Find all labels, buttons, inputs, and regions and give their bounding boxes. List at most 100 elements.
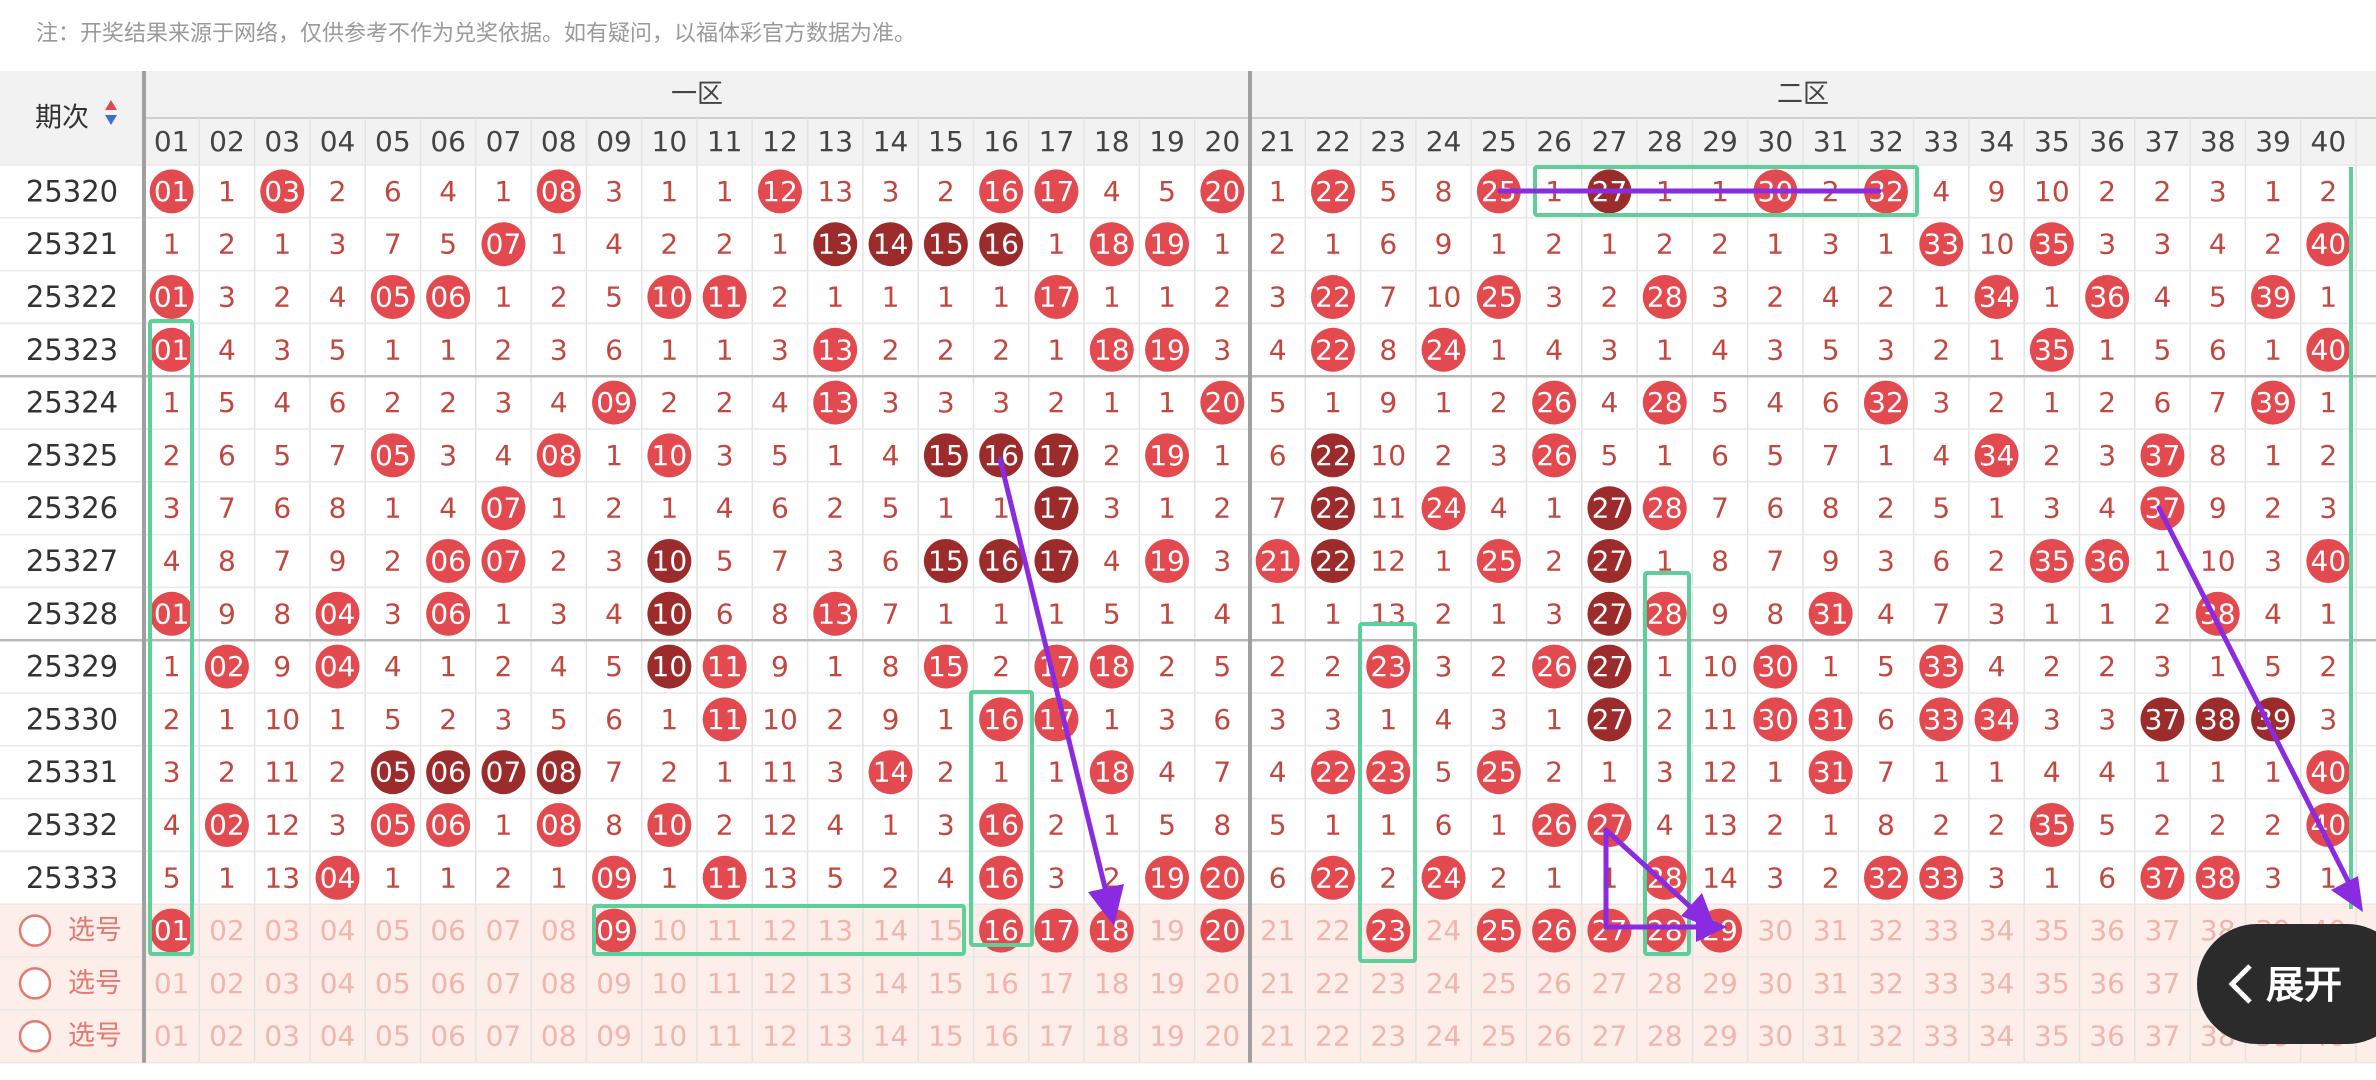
select-number[interactable]: 02 <box>209 967 245 1000</box>
select-number[interactable]: 06 <box>430 914 466 947</box>
select-number[interactable]: 24 <box>1426 1020 1462 1053</box>
select-number[interactable]: 32 <box>1868 1020 1904 1053</box>
select-number[interactable]: 04 <box>320 1020 356 1053</box>
select-number[interactable]: 37 <box>2145 914 2181 947</box>
select-number[interactable]: 20 <box>1205 967 1241 1000</box>
select-number[interactable]: 17 <box>1039 967 1075 1000</box>
selected-ball[interactable] <box>1587 908 1632 953</box>
select-number[interactable]: 18 <box>1094 967 1130 1000</box>
select-number[interactable]: 10 <box>652 967 688 1000</box>
select-number[interactable]: 08 <box>541 1020 577 1053</box>
selected-ball[interactable] <box>149 908 194 953</box>
select-number[interactable]: 17 <box>1039 1020 1075 1053</box>
select-number[interactable]: 04 <box>320 967 356 1000</box>
select-number[interactable]: 26 <box>1536 914 1572 947</box>
select-number[interactable]: 01 <box>154 967 190 1000</box>
select-number[interactable]: 28 <box>1647 914 1683 947</box>
expand-label[interactable]: 展开 <box>2266 963 2342 1007</box>
select-number[interactable]: 07 <box>486 1020 522 1053</box>
select-number[interactable]: 11 <box>707 967 743 1000</box>
select-number[interactable]: 33 <box>1923 967 1959 1000</box>
select-number[interactable]: 21 <box>1260 967 1296 1000</box>
select-number[interactable]: 20 <box>1205 914 1241 947</box>
select-number[interactable]: 30 <box>1758 1020 1794 1053</box>
select-number[interactable]: 26 <box>1536 1020 1572 1053</box>
selected-ball[interactable] <box>1642 908 1687 953</box>
select-number[interactable]: 31 <box>1813 1020 1849 1053</box>
select-number[interactable]: 29 <box>1702 1020 1738 1053</box>
select-number[interactable]: 26 <box>1536 967 1572 1000</box>
select-number[interactable]: 16 <box>983 1020 1019 1053</box>
select-number[interactable]: 16 <box>983 967 1019 1000</box>
select-number[interactable]: 27 <box>1592 914 1628 947</box>
select-number[interactable]: 14 <box>873 914 909 947</box>
select-number[interactable]: 24 <box>1426 967 1462 1000</box>
select-number[interactable]: 21 <box>1260 914 1296 947</box>
select-number[interactable]: 09 <box>596 967 632 1000</box>
select-label[interactable]: 选号 <box>68 1021 122 1052</box>
select-number[interactable]: 08 <box>541 914 577 947</box>
select-number[interactable]: 21 <box>1260 1020 1296 1053</box>
select-number[interactable]: 10 <box>652 1020 688 1053</box>
select-number[interactable]: 05 <box>375 914 411 947</box>
selected-ball[interactable] <box>1532 908 1577 953</box>
selected-ball[interactable] <box>979 908 1024 953</box>
select-number[interactable]: 13 <box>817 914 853 947</box>
select-number[interactable]: 37 <box>2145 967 2181 1000</box>
select-number[interactable]: 19 <box>1149 1020 1185 1053</box>
select-number[interactable]: 37 <box>2145 1020 2181 1053</box>
select-number[interactable]: 18 <box>1094 1020 1130 1053</box>
select-number[interactable]: 14 <box>873 1020 909 1053</box>
select-number[interactable]: 25 <box>1481 914 1517 947</box>
radio[interactable] <box>18 967 52 1000</box>
select-number[interactable]: 08 <box>541 967 577 1000</box>
selected-ball[interactable] <box>1200 908 1245 953</box>
select-number[interactable]: 13 <box>817 1020 853 1053</box>
select-number[interactable]: 30 <box>1758 967 1794 1000</box>
select-number[interactable]: 15 <box>928 1020 964 1053</box>
select-number[interactable]: 29 <box>1702 967 1738 1000</box>
select-number[interactable]: 15 <box>928 914 964 947</box>
select-number[interactable]: 34 <box>1979 1020 2015 1053</box>
select-number[interactable]: 30 <box>1758 914 1794 947</box>
radio[interactable] <box>18 1019 52 1053</box>
select-number[interactable]: 23 <box>1370 914 1406 947</box>
select-number[interactable]: 05 <box>375 967 411 1000</box>
select-number[interactable]: 28 <box>1647 1020 1683 1053</box>
select-number[interactable]: 27 <box>1592 967 1628 1000</box>
select-number[interactable]: 23 <box>1370 967 1406 1000</box>
select-number[interactable]: 36 <box>2089 914 2125 947</box>
select-number[interactable]: 31 <box>1813 914 1849 947</box>
select-number[interactable]: 03 <box>264 967 300 1000</box>
select-number[interactable]: 11 <box>707 1020 743 1053</box>
chevron-icon[interactable] <box>2228 964 2252 1004</box>
select-number[interactable]: 34 <box>1979 914 2015 947</box>
select-number[interactable]: 07 <box>486 967 522 1000</box>
select-number[interactable]: 12 <box>762 1020 798 1053</box>
select-number[interactable]: 17 <box>1039 914 1075 947</box>
radio[interactable] <box>18 914 52 947</box>
select-number[interactable]: 34 <box>1979 967 2015 1000</box>
select-number[interactable]: 06 <box>430 967 466 1000</box>
select-number[interactable]: 05 <box>375 1020 411 1053</box>
select-number[interactable]: 13 <box>817 967 853 1000</box>
select-number[interactable]: 35 <box>2034 1020 2070 1053</box>
select-number[interactable]: 23 <box>1370 1020 1406 1053</box>
select-number[interactable]: 01 <box>154 1020 190 1053</box>
select-number[interactable]: 32 <box>1868 914 1904 947</box>
select-number[interactable]: 03 <box>264 1020 300 1053</box>
select-number[interactable]: 35 <box>2034 967 2070 1000</box>
select-number[interactable]: 09 <box>596 914 632 947</box>
select-number[interactable]: 15 <box>928 967 964 1000</box>
select-number[interactable]: 19 <box>1149 967 1185 1000</box>
selected-ball[interactable] <box>1034 908 1079 953</box>
select-number[interactable]: 01 <box>154 914 190 947</box>
select-number[interactable]: 19 <box>1149 914 1185 947</box>
selected-ball[interactable] <box>1089 908 1134 953</box>
select-number[interactable]: 35 <box>2034 914 2070 947</box>
select-number[interactable]: 09 <box>596 1020 632 1053</box>
select-number[interactable]: 12 <box>762 914 798 947</box>
select-number[interactable]: 03 <box>264 914 300 947</box>
select-number[interactable]: 28 <box>1647 967 1683 1000</box>
select-label[interactable]: 选号 <box>68 968 122 999</box>
